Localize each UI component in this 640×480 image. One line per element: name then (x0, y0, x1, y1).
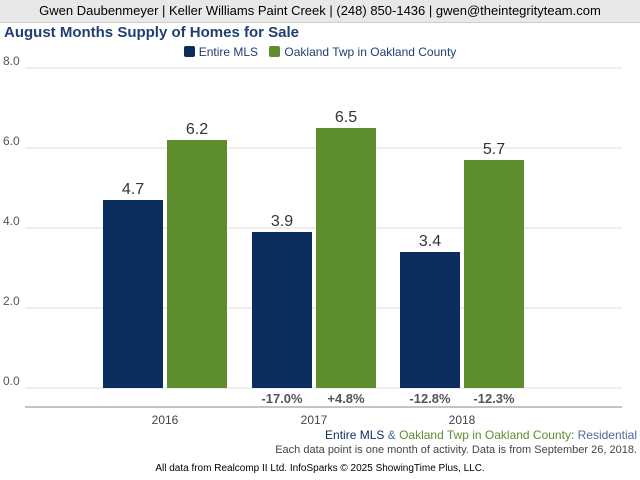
data-label: 6.2 (186, 121, 208, 138)
bar-oakland (167, 140, 227, 388)
chart-legend: Entire MLS Oakland Twp in Oakland County (0, 45, 640, 59)
footer-note: Each data point is one month of activity… (275, 444, 637, 456)
data-label: 3.4 (419, 233, 441, 250)
y-tick-label: 4.0 (3, 214, 20, 228)
footer-oakland: Oakland Twp in Oakland County (399, 428, 571, 442)
legend-label-entire-mls: Entire MLS (198, 45, 259, 59)
bar-oakland (316, 128, 376, 388)
legend-label-oakland: Oakland Twp in Oakland County (284, 45, 457, 59)
y-tick-label: 6.0 (3, 134, 20, 148)
data-label: 3.9 (271, 213, 293, 230)
change-label: -17.0% (261, 391, 303, 406)
bar-entire-mls (252, 232, 312, 388)
contact-header: Gwen Daubenmeyer | Keller Williams Paint… (0, 0, 640, 23)
change-label: +4.8% (327, 391, 365, 406)
y-tick-label: 2.0 (3, 294, 20, 308)
change-label: -12.3% (473, 391, 515, 406)
footer-source: All data from Realcomp II Ltd. InfoSpark… (155, 463, 485, 474)
chart-title: August Months Supply of Homes for Sale (4, 24, 300, 41)
change-label: -12.8% (409, 391, 451, 406)
footer-residential: Residential (577, 428, 637, 442)
legend-item-oakland[interactable]: Oakland Twp in Oakland County (269, 45, 456, 59)
y-tick-label: 0.0 (3, 374, 20, 388)
legend-swatch-oakland (269, 46, 281, 57)
footer-entire-mls: Entire MLS (325, 428, 385, 442)
bar-entire-mls (400, 252, 460, 388)
x-tick-label: 2018 (449, 413, 476, 427)
data-label: 5.7 (483, 141, 505, 158)
footer-series-line: Entire MLS & Oakland Twp in Oakland Coun… (325, 428, 637, 442)
footer-colon: : (570, 428, 578, 442)
y-tick-label: 8.0 (3, 54, 20, 68)
bar-oakland (464, 160, 524, 388)
bar-entire-mls (103, 200, 163, 388)
legend-item-entire-mls[interactable]: Entire MLS (183, 45, 259, 59)
data-label: 6.5 (335, 109, 357, 126)
data-label: 4.7 (122, 181, 144, 198)
x-tick-label: 2016 (152, 413, 179, 427)
legend-swatch-entire-mls (183, 46, 195, 57)
x-tick-label: 2017 (301, 413, 328, 427)
footer-amp: & (384, 428, 400, 442)
